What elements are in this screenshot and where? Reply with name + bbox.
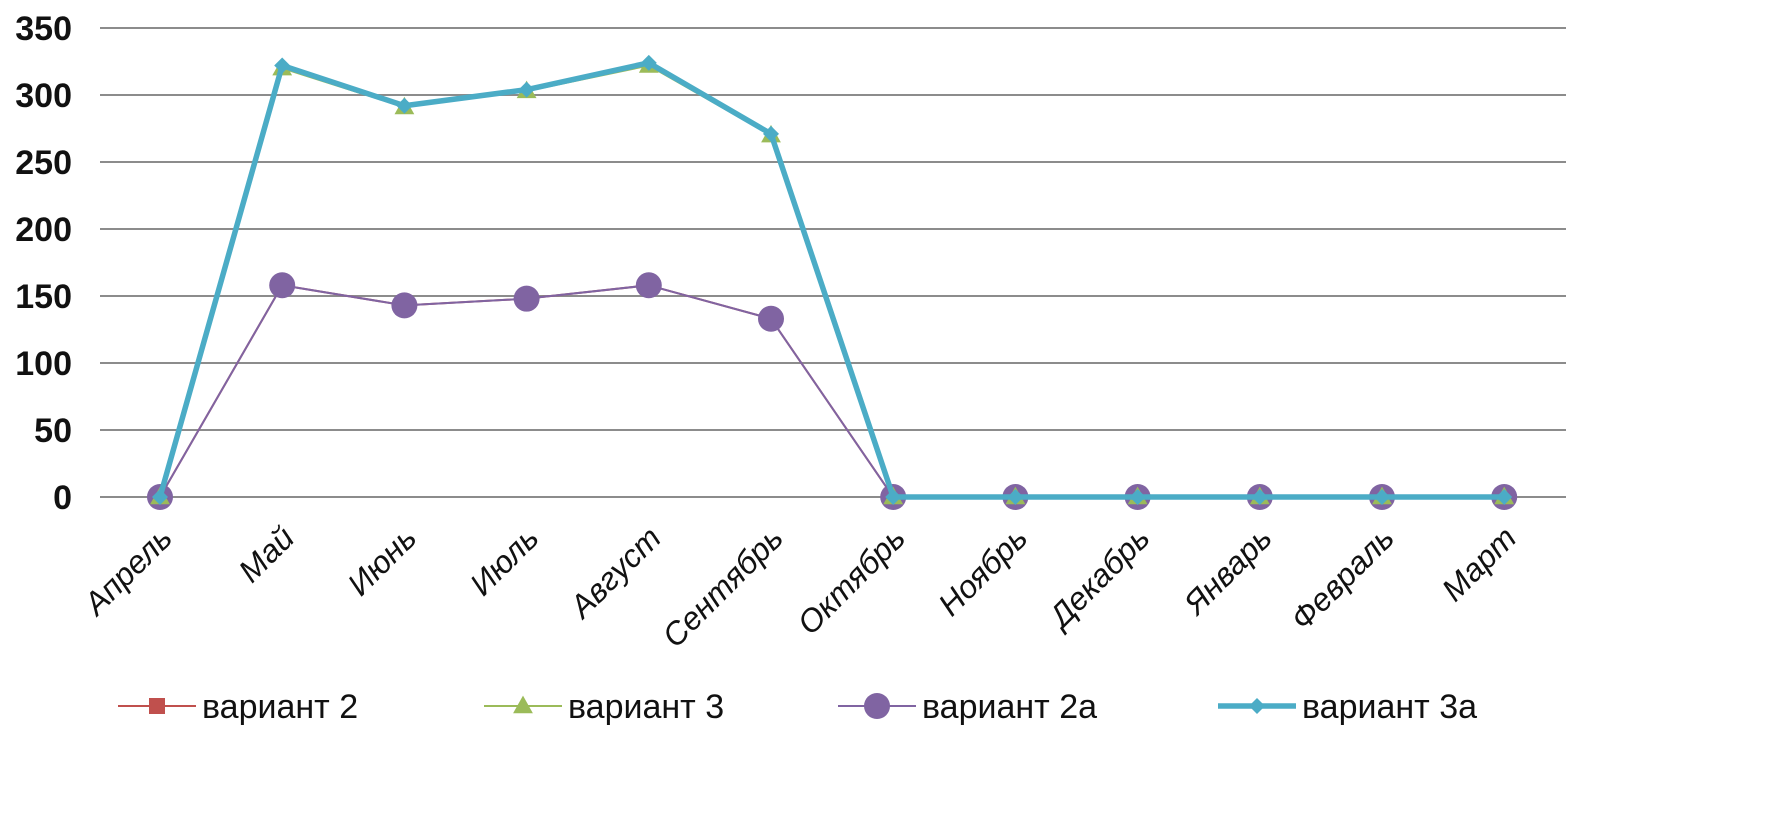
legend-label: вариант 2: [202, 688, 358, 726]
data-point: [1374, 489, 1390, 505]
data-point: [1251, 489, 1268, 505]
series-line: [157, 60, 1505, 500]
x-tick-label: Октябрь: [790, 519, 912, 641]
series-line: [159, 64, 1505, 498]
legend-marker: [149, 698, 165, 714]
gridlines: [100, 27, 1566, 498]
x-tick-label: Май: [231, 519, 301, 589]
legend-label: вариант 2а: [922, 688, 1097, 726]
data-point: [518, 81, 535, 98]
legend-item: вариант 3а: [1218, 688, 1477, 726]
data-point: [391, 292, 418, 319]
x-tick-label: Ноябрь: [931, 519, 1034, 622]
x-tick-label: Апрель: [75, 519, 178, 622]
series-2: [150, 55, 1515, 505]
x-tick-label: Июнь: [340, 519, 423, 602]
x-tick-label: Декабрь: [1040, 519, 1157, 636]
y-tick-label: 0: [53, 479, 72, 517]
data-point: [513, 285, 540, 312]
data-point: [758, 305, 784, 332]
data-point: [1129, 489, 1146, 505]
y-tick-label: 250: [15, 144, 72, 182]
data-point: [763, 125, 779, 142]
y-tick-label: 300: [15, 77, 72, 115]
x-tick-label: Август: [561, 519, 667, 625]
y-tick-label: 200: [15, 211, 72, 249]
data-point: [885, 489, 902, 505]
data-point: [274, 57, 291, 74]
data-point: [396, 97, 413, 114]
y-tick-label: 350: [15, 10, 72, 48]
legend-marker: [864, 693, 890, 719]
y-tick-label: 150: [15, 278, 72, 316]
data-point: [640, 54, 657, 71]
y-tick-label: 50: [34, 412, 72, 450]
data-point: [635, 272, 662, 299]
x-tick-label: Июль: [463, 519, 546, 602]
data-point: [1496, 489, 1513, 505]
data-point: [152, 489, 168, 505]
x-tick-label: Январь: [1176, 519, 1279, 622]
legend-marker: [1249, 698, 1265, 714]
legend: вариант 2 вариант 3 вариант 2а вариант 3а: [118, 688, 1477, 726]
x-tick-label: Март: [1435, 519, 1524, 608]
legend-label: вариант 3а: [1302, 688, 1477, 726]
series-layer: [147, 54, 1518, 510]
legend-marker: [513, 695, 533, 714]
y-tick-label: 100: [15, 345, 72, 383]
legend-label: вариант 3: [568, 688, 724, 726]
data-point: [1007, 489, 1024, 505]
x-tick-label: Февраль: [1284, 519, 1401, 636]
legend-item: вариант 2: [118, 688, 358, 726]
legend-item: вариант 3: [484, 688, 724, 726]
x-tick-label: Сентябрь: [655, 519, 790, 654]
y-axis-ticks: 0 50 100 150 200 250 300 350: [15, 10, 72, 517]
legend-item: вариант 2а: [838, 688, 1097, 726]
data-point: [269, 272, 296, 299]
series-4: [152, 54, 1513, 505]
